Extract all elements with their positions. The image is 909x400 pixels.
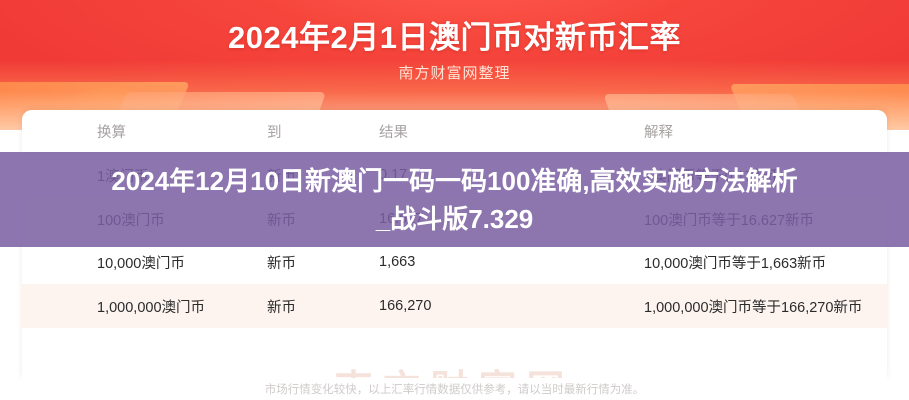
watermark-chinese: 南方财富网 (22, 358, 887, 378)
disclaimer-text: 市场行情变化较快，以上汇率行情数据仅供参考，请以当时最新行情为准。 (22, 378, 887, 400)
banner-header (0, 0, 909, 130)
column-header-explanation: 解释 (644, 124, 673, 141)
cell-to: 新币 (267, 255, 296, 272)
cell-from: 10,000澳门币 (97, 255, 185, 272)
column-header-to: 到 (267, 124, 282, 141)
table-header-row: 换算 到 结果 解释 (22, 110, 887, 153)
column-header-from: 换算 (97, 124, 126, 141)
column-header-result: 结果 (379, 124, 408, 141)
cell-explanation: 1,000,000澳门币等于166,270新币 (644, 299, 863, 316)
cell-result: 1,663 (379, 254, 416, 270)
overlay-caption-line-1: 2024年12月10日新澳门一码一码100准确,高效实施方法解析 (111, 165, 798, 196)
cell-result: 166,270 (379, 298, 432, 314)
cell-to: 新币 (267, 299, 296, 316)
table-row: 1,000,000澳门币 新币 166,270 1,000,000澳门币等于16… (22, 284, 887, 328)
page-title: 2024年2月1日澳门币对新币汇率 (228, 20, 681, 55)
cell-from: 1,000,000澳门币 (97, 299, 206, 316)
watermark: 南方财富网 Southmoney.com (22, 358, 887, 378)
overlay-caption: 2024年12月10日新澳门一码一码100准确,高效实施方法解析 _战斗版7.3… (0, 152, 909, 247)
page-subtitle: 南方财富网整理 (398, 65, 511, 82)
table-row: 10,000澳门币 新币 1,663 10,000澳门币等于1,663新币 (22, 240, 887, 284)
cell-explanation: 10,000澳门币等于1,663新币 (644, 255, 827, 272)
overlay-band (0, 152, 909, 247)
overlay-caption-line-2: _战斗版7.329 (375, 203, 534, 234)
